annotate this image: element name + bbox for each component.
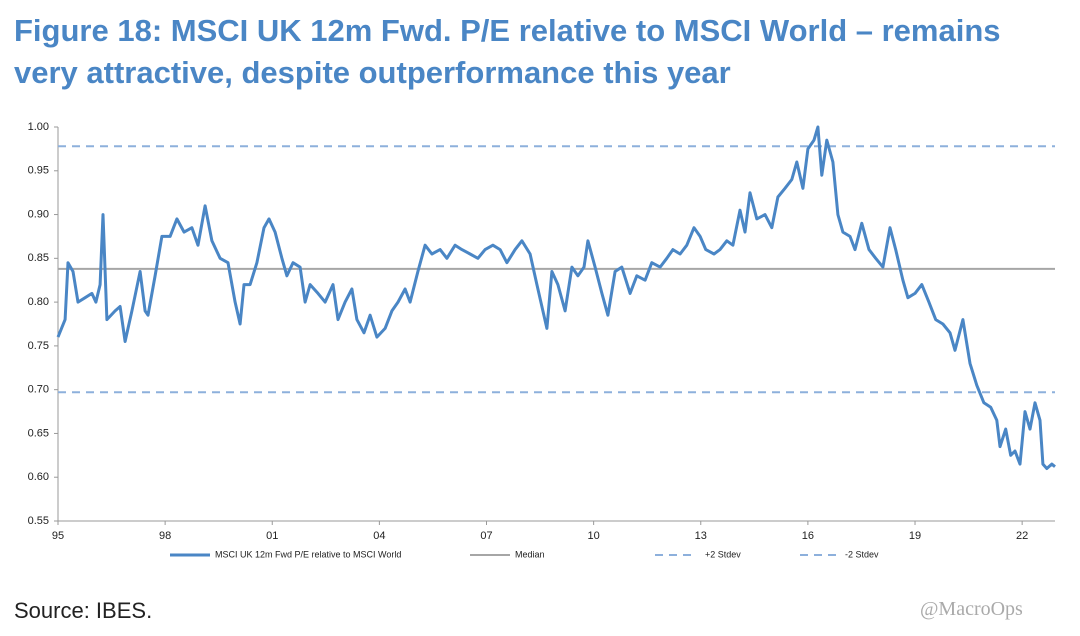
- y-tick-label: 0.85: [28, 252, 49, 264]
- data-line: [56, 125, 1056, 470]
- legend-label: +2 Stdev: [705, 549, 741, 559]
- x-tick-label: 22: [1016, 530, 1028, 542]
- x-tick-label: 07: [480, 530, 492, 542]
- y-tick-label: 0.90: [28, 208, 49, 220]
- legend-label: MSCI UK 12m Fwd P/E relative to MSCI Wor…: [215, 549, 401, 559]
- x-tick-label: 16: [802, 530, 814, 542]
- x-tick-label: 95: [52, 530, 64, 542]
- y-tick-label: 0.55: [28, 515, 49, 527]
- y-tick-label: 0.80: [28, 296, 49, 308]
- y-tick-label: 0.75: [28, 340, 49, 352]
- x-tick-label: 98: [159, 530, 171, 542]
- source-note: Source: IBES.: [14, 598, 153, 623]
- y-tick-label: 0.60: [28, 471, 49, 483]
- x-tick-label: 13: [695, 530, 707, 542]
- y-tick-label: 1.00: [28, 121, 49, 133]
- y-tick-label: 0.65: [28, 427, 49, 439]
- x-tick-label: 10: [588, 530, 600, 542]
- y-tick-label: 0.70: [28, 384, 49, 396]
- y-tick-label: 0.95: [28, 165, 49, 177]
- x-tick-label: 19: [909, 530, 921, 542]
- legend-label: -2 Stdev: [845, 549, 879, 559]
- x-tick-label: 01: [266, 530, 278, 542]
- x-tick-label: 04: [373, 530, 385, 542]
- chart-title: Figure 18: MSCI UK 12m Fwd. P/E relative…: [14, 13, 1001, 90]
- legend-label: Median: [515, 549, 545, 559]
- credit: @MacroOps: [920, 598, 1023, 620]
